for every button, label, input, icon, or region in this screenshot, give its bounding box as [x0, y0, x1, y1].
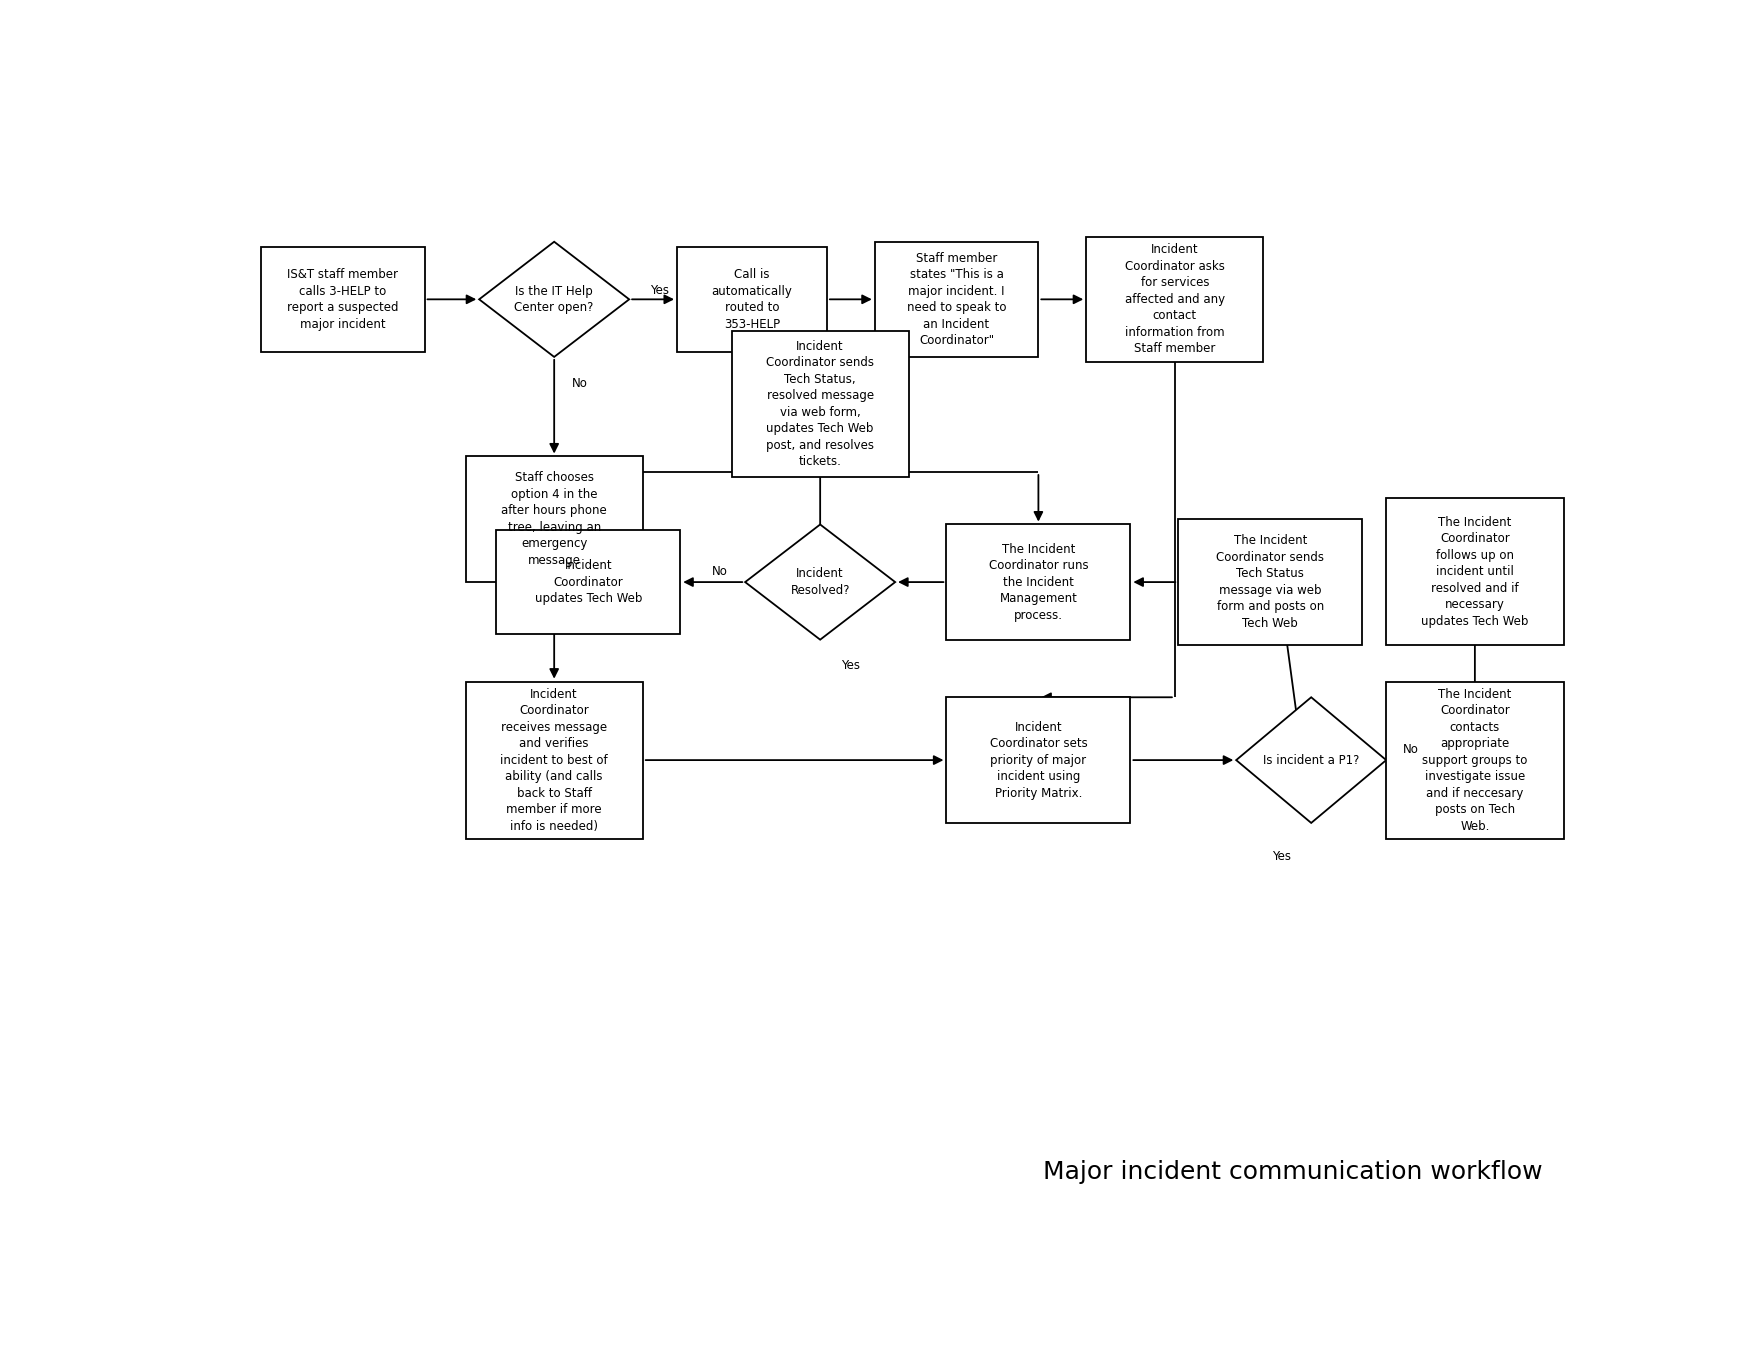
FancyBboxPatch shape: [678, 248, 827, 352]
FancyBboxPatch shape: [260, 248, 424, 352]
FancyBboxPatch shape: [1387, 681, 1563, 839]
FancyBboxPatch shape: [875, 242, 1038, 356]
Text: Call is
automatically
routed to
353-HELP: Call is automatically routed to 353-HELP: [711, 268, 792, 330]
Text: No: No: [711, 566, 727, 578]
Text: Incident
Coordinator
receives message
and verifies
incident to best of
ability (: Incident Coordinator receives message an…: [500, 688, 607, 832]
FancyBboxPatch shape: [1177, 520, 1362, 645]
Text: Incident
Coordinator asks
for services
affected and any
contact
information from: Incident Coordinator asks for services a…: [1125, 243, 1225, 355]
Text: Incident
Resolved?: Incident Resolved?: [790, 567, 850, 597]
Text: Incident
Coordinator sets
priority of major
incident using
Priority Matrix.: Incident Coordinator sets priority of ma…: [989, 721, 1088, 800]
Text: No: No: [1403, 743, 1419, 756]
FancyBboxPatch shape: [466, 681, 642, 839]
FancyBboxPatch shape: [496, 530, 681, 634]
Polygon shape: [479, 242, 630, 356]
FancyBboxPatch shape: [947, 698, 1130, 823]
Polygon shape: [744, 525, 896, 639]
Text: The Incident
Coordinator sends
Tech Status
message via web
form and posts on
Tec: The Incident Coordinator sends Tech Stat…: [1216, 534, 1324, 630]
Text: Major incident communication workflow: Major incident communication workflow: [1044, 1160, 1544, 1185]
Text: Yes: Yes: [1272, 850, 1290, 864]
Text: Is the IT Help
Center open?: Is the IT Help Center open?: [514, 284, 593, 314]
FancyBboxPatch shape: [732, 330, 908, 477]
Text: No: No: [572, 377, 588, 389]
Text: Staff member
states "This is a
major incident. I
need to speak to
an Incident
Co: Staff member states "This is a major inc…: [906, 252, 1007, 347]
Text: Incident
Coordinator sends
Tech Status,
resolved message
via web form,
updates T: Incident Coordinator sends Tech Status, …: [766, 340, 875, 468]
Text: IS&T staff member
calls 3-HELP to
report a suspected
major incident: IS&T staff member calls 3-HELP to report…: [287, 268, 398, 330]
FancyBboxPatch shape: [466, 457, 642, 582]
Polygon shape: [1236, 698, 1387, 823]
FancyBboxPatch shape: [947, 525, 1130, 639]
Text: Staff chooses
option 4 in the
after hours phone
tree, leaving an
emergency
messa: Staff chooses option 4 in the after hour…: [502, 472, 607, 567]
Text: Yes: Yes: [841, 660, 859, 672]
Text: Incident
Coordinator
updates Tech Web: Incident Coordinator updates Tech Web: [535, 559, 642, 605]
Text: Yes: Yes: [649, 284, 669, 298]
FancyBboxPatch shape: [1086, 237, 1264, 362]
Text: The Incident
Coordinator
contacts
appropriate
support groups to
investigate issu: The Incident Coordinator contacts approp…: [1422, 688, 1528, 832]
Text: The Incident
Coordinator runs
the Incident
Management
process.: The Incident Coordinator runs the Incide…: [989, 543, 1088, 622]
Text: Is incident a P1?: Is incident a P1?: [1264, 753, 1359, 767]
FancyBboxPatch shape: [1387, 498, 1563, 645]
Text: The Incident
Coordinator
follows up on
incident until
resolved and if
necessary
: The Incident Coordinator follows up on i…: [1420, 515, 1529, 627]
